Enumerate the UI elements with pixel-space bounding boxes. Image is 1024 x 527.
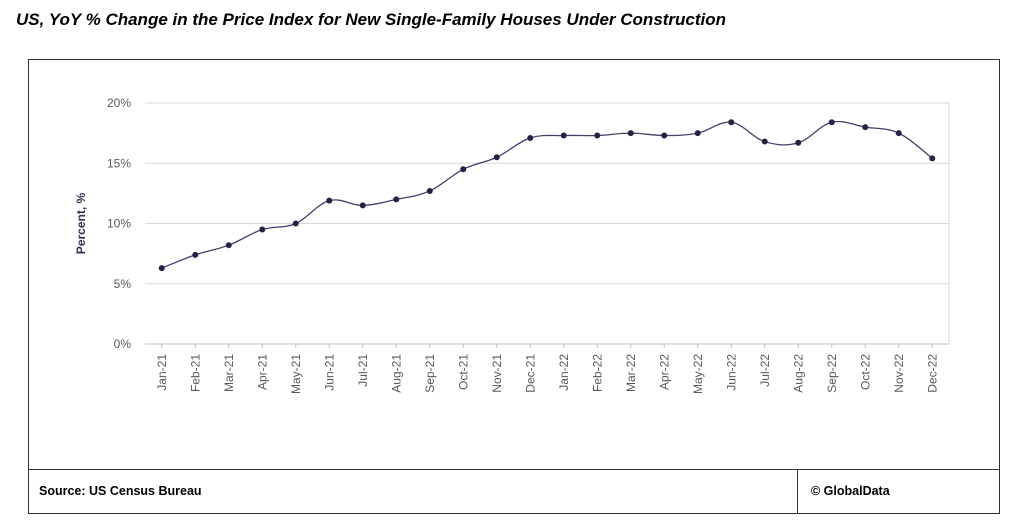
y-tick-label: 15% — [107, 156, 131, 170]
x-tick-label: May-21 — [289, 354, 303, 394]
line-chart: 0% 5% 10% 15% 20% Jan-21 Feb-21 Mar-21 Apr-21 May… — [74, 96, 950, 394]
chart-frame: 0% 5% 10% 15% 20% Jan-21 Feb-21 Mar-21 Apr-21 May… — [28, 59, 1000, 514]
x-tick-label: Apr-21 — [255, 354, 269, 390]
data-point — [225, 242, 232, 249]
data-point — [895, 130, 902, 137]
y-axis-label: Percent, % — [74, 192, 88, 254]
data-point — [594, 132, 601, 139]
data-point — [728, 119, 735, 126]
y-tick-label: 10% — [107, 217, 131, 231]
x-tick-label: May-22 — [691, 354, 705, 394]
x-tick-label: Oct-22 — [858, 354, 872, 390]
data-point — [661, 132, 668, 139]
data-point — [560, 132, 567, 139]
data-point — [627, 130, 634, 137]
data-point — [259, 226, 266, 233]
footer-divider — [797, 470, 798, 514]
x-tick-label: Jun-21 — [322, 354, 336, 391]
data-point — [192, 251, 199, 258]
footer: Source: US Census Bureau © GlobalData — [29, 469, 999, 514]
chart-title: US, YoY % Change in the Price Index for … — [16, 10, 727, 29]
data-point — [326, 197, 333, 204]
x-tick-label: Jan-21 — [155, 354, 169, 391]
x-tick-label: Jul-22 — [758, 354, 772, 387]
x-tick-label: Dec-22 — [925, 354, 939, 393]
data-point — [694, 130, 701, 137]
data-point — [493, 154, 500, 161]
y-tick-label: 0% — [114, 337, 132, 351]
data-point — [527, 134, 534, 141]
x-tick-label: Oct-21 — [456, 354, 470, 390]
x-tick-label: Sep-21 — [423, 354, 437, 393]
data-point — [761, 138, 768, 145]
data-point — [158, 265, 165, 272]
x-tick-label: Sep-22 — [825, 354, 839, 393]
x-tick-label: Mar-22 — [624, 354, 638, 392]
data-point — [393, 196, 400, 203]
data-point — [929, 155, 936, 162]
x-tick-label: Nov-22 — [892, 354, 906, 393]
x-tick-label: Jun-22 — [724, 354, 738, 391]
x-tick-label: Apr-22 — [657, 354, 671, 390]
y-tick-label: 5% — [114, 277, 132, 291]
x-tick-label: Jan-22 — [557, 354, 571, 391]
x-tick-label: Dec-21 — [523, 354, 537, 393]
data-point — [460, 166, 467, 173]
data-point — [426, 187, 433, 194]
data-point — [795, 139, 802, 146]
data-point — [828, 119, 835, 126]
data-point — [359, 202, 366, 209]
x-tick-label: Aug-21 — [389, 354, 403, 393]
source-note: Source: US Census Bureau — [39, 484, 202, 498]
x-tick-label: Aug-22 — [791, 354, 805, 393]
x-tick-label: Mar-21 — [222, 354, 236, 392]
series-line — [161, 120, 933, 269]
data-point — [292, 220, 299, 227]
x-tick-label: Feb-22 — [590, 354, 604, 392]
x-tick-label: Nov-21 — [490, 354, 504, 393]
y-tick-label: 20% — [107, 96, 131, 110]
data-point — [862, 124, 869, 131]
copyright-note: © GlobalData — [811, 484, 890, 498]
x-tick-label: Jul-21 — [356, 354, 370, 387]
x-tick-label: Feb-21 — [188, 354, 202, 392]
